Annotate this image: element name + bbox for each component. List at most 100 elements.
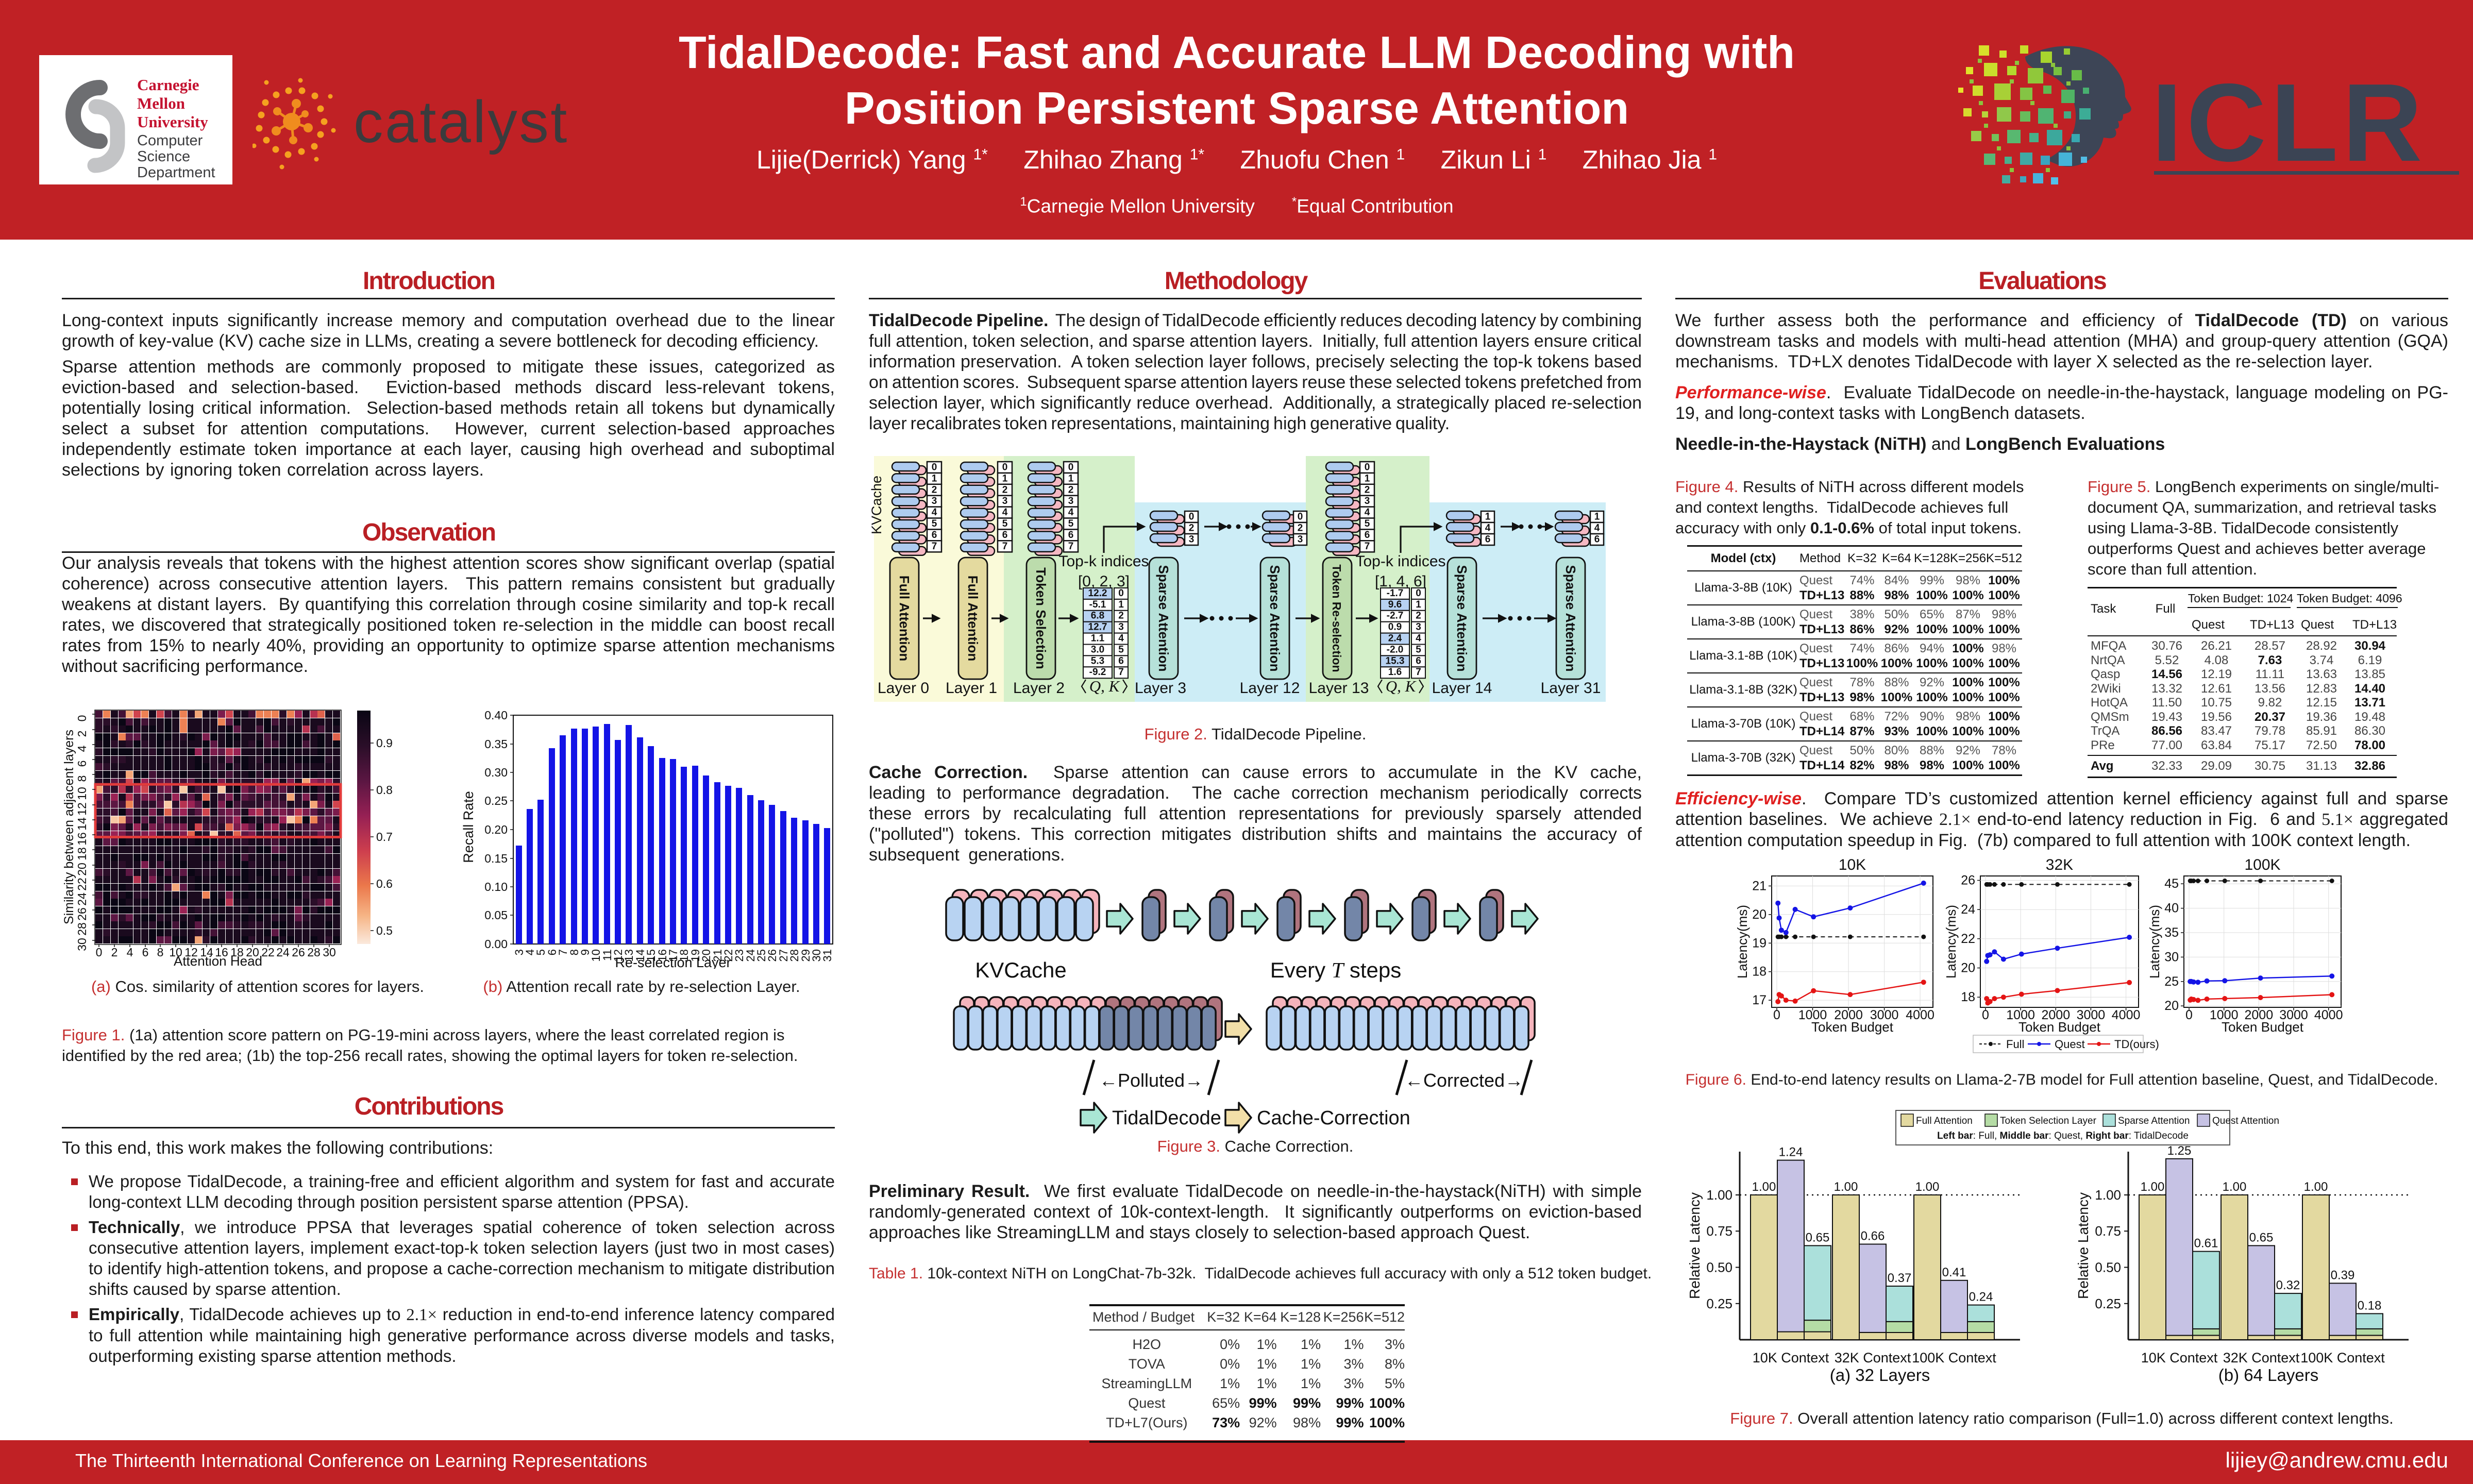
svg-text:5: 5 [1365, 518, 1370, 529]
svg-text:Layer 31: Layer 31 [1541, 680, 1601, 697]
svg-text:7: 7 [1068, 541, 1074, 552]
svg-text:0: 0 [1002, 462, 1008, 473]
svg-text:4: 4 [1118, 633, 1124, 644]
svg-text:←Polluted→: ←Polluted→ [1099, 1070, 1203, 1091]
svg-text:12.7: 12.7 [1088, 622, 1107, 633]
svg-text:2: 2 [1002, 484, 1008, 495]
svg-text:1.24: 1.24 [1779, 1145, 1803, 1159]
svg-text:22: 22 [1961, 932, 1975, 946]
svg-text:Layer 2: Layer 2 [1013, 680, 1065, 697]
svg-text:100K Context: 100K Context [1912, 1350, 1996, 1365]
svg-text:22: 22 [75, 878, 89, 891]
svg-text:3: 3 [1118, 622, 1124, 633]
svg-text:4: 4 [932, 507, 937, 518]
svg-text:20: 20 [700, 949, 713, 962]
svg-text:100K: 100K [2244, 856, 2280, 873]
svg-text:Sparse Attention: Sparse Attention [1267, 565, 1283, 671]
svg-text:0.6: 0.6 [376, 877, 393, 890]
svg-text:3000: 3000 [1870, 1008, 1899, 1022]
svg-text:(b) 64 Layers: (b) 64 Layers [2218, 1365, 2318, 1385]
svg-text:2: 2 [1189, 523, 1195, 534]
svg-text:18: 18 [678, 949, 691, 962]
svg-text:0: 0 [932, 462, 937, 473]
svg-text:-2.7: -2.7 [1387, 611, 1404, 621]
svg-text:32K: 32K [2046, 856, 2073, 873]
svg-text:Attention Head: Attention Head [174, 953, 262, 969]
svg-text:Layer 0: Layer 0 [878, 680, 929, 697]
svg-text:13: 13 [623, 949, 635, 962]
svg-text:0.65: 0.65 [2249, 1230, 2274, 1244]
svg-text:←Corrected→: ←Corrected→ [1405, 1070, 1523, 1091]
svg-text:0.41: 0.41 [1942, 1266, 1966, 1279]
svg-text:28: 28 [788, 949, 801, 962]
svg-text:0.39: 0.39 [2331, 1268, 2355, 1282]
svg-text:1: 1 [1594, 512, 1600, 522]
svg-text:Layer 12: Layer 12 [1240, 680, 1300, 697]
svg-text:4: 4 [75, 745, 89, 752]
svg-text:3: 3 [1365, 496, 1370, 507]
svg-text:6: 6 [1365, 530, 1370, 541]
svg-text:24: 24 [1961, 902, 1975, 917]
svg-text:2: 2 [1365, 484, 1370, 495]
svg-text:3: 3 [1189, 534, 1195, 545]
svg-text:7: 7 [1118, 667, 1124, 678]
svg-text:20: 20 [75, 863, 89, 876]
svg-text:0.25: 0.25 [1706, 1296, 1732, 1311]
svg-text:0: 0 [2185, 1008, 2193, 1022]
svg-text:0: 0 [1365, 462, 1370, 473]
svg-text:28: 28 [307, 946, 321, 959]
svg-text:Top-k indices: Top-k indices [1355, 553, 1445, 570]
svg-text:Token Budget: Token Budget [2222, 1019, 2304, 1035]
svg-text:1.1: 1.1 [1091, 633, 1105, 644]
svg-text:22: 22 [261, 946, 275, 959]
svg-text:1: 1 [1068, 473, 1074, 484]
svg-text:5: 5 [932, 518, 937, 529]
svg-text:7: 7 [1002, 541, 1008, 552]
svg-text:2: 2 [1068, 484, 1074, 495]
svg-text:6: 6 [75, 761, 89, 767]
svg-text:4: 4 [1068, 507, 1074, 518]
svg-text:Computer: Computer [137, 132, 203, 149]
svg-text:-2.0: -2.0 [1387, 644, 1404, 655]
svg-text:0.75: 0.75 [2095, 1223, 2121, 1239]
svg-text:1.00: 1.00 [2304, 1180, 2328, 1194]
svg-text:0.50: 0.50 [2095, 1260, 2121, 1275]
svg-text:0.18: 0.18 [2358, 1298, 2382, 1312]
svg-text:21: 21 [1752, 879, 1767, 893]
svg-text:Full Attention: Full Attention [1916, 1116, 1973, 1126]
svg-text:8: 8 [157, 946, 164, 959]
svg-text:Full Attention: Full Attention [897, 576, 912, 662]
svg-text:0.30: 0.30 [484, 766, 508, 779]
svg-text:19: 19 [689, 949, 702, 962]
svg-text:11: 11 [601, 949, 614, 961]
svg-text:4: 4 [1416, 633, 1421, 644]
svg-text:1.00: 1.00 [1834, 1180, 1858, 1194]
svg-text:10: 10 [590, 949, 602, 962]
svg-text:0: 0 [1118, 588, 1124, 599]
svg-text:21: 21 [711, 949, 724, 962]
svg-text:1: 1 [1416, 599, 1421, 610]
svg-text:1.00: 1.00 [2223, 1180, 2247, 1194]
svg-text:University: University [137, 113, 208, 131]
svg-text:Mellon: Mellon [137, 94, 185, 112]
svg-text:24: 24 [75, 892, 89, 906]
svg-text:15.3: 15.3 [1386, 655, 1405, 666]
svg-text:32K Context: 32K Context [1835, 1350, 1911, 1365]
svg-text:6: 6 [1594, 534, 1600, 545]
svg-text:1.00: 1.00 [1915, 1180, 1940, 1194]
svg-text:18: 18 [75, 847, 89, 861]
svg-text:14: 14 [75, 817, 89, 831]
svg-text:0.15: 0.15 [484, 852, 508, 865]
svg-text:2: 2 [111, 946, 118, 959]
svg-text:3: 3 [1416, 622, 1421, 633]
svg-text:Layer 13: Layer 13 [1309, 680, 1369, 697]
svg-text:2: 2 [1416, 611, 1421, 621]
svg-text:ICLR: ICLR [2151, 60, 2427, 184]
svg-text:Layer 3: Layer 3 [1135, 680, 1186, 697]
svg-text:17: 17 [1752, 993, 1767, 1007]
svg-text:6: 6 [1416, 655, 1421, 666]
svg-text:1.25: 1.25 [2167, 1144, 2192, 1158]
svg-text:10K Context: 10K Context [1753, 1350, 1829, 1365]
svg-text:27: 27 [777, 949, 790, 962]
svg-text:0: 0 [75, 715, 89, 722]
